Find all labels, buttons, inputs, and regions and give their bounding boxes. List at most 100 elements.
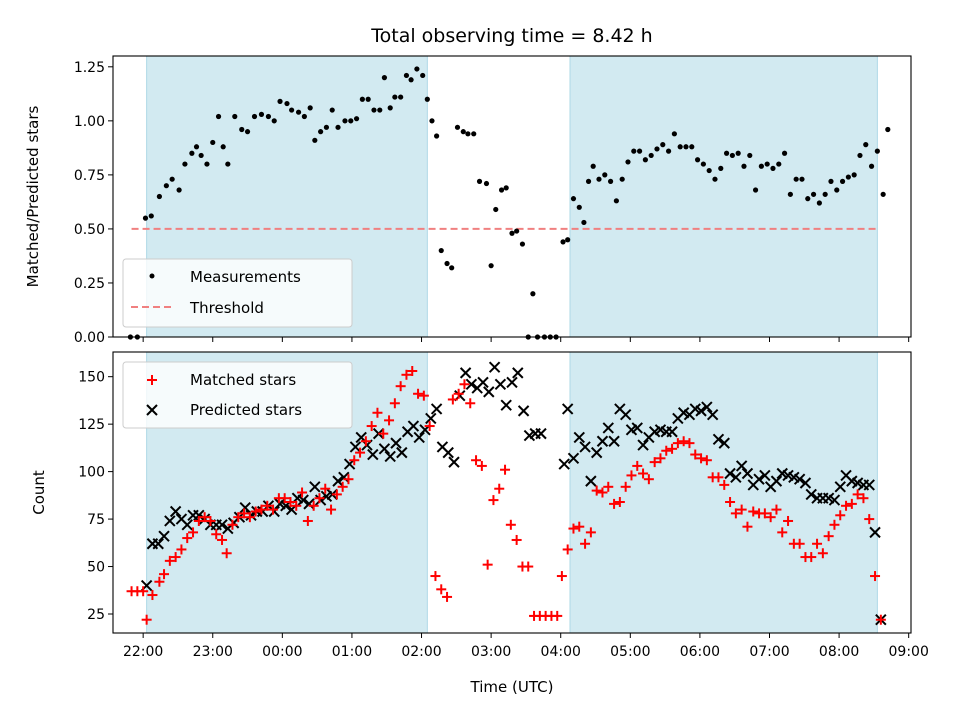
predicted-star-point <box>430 403 443 415</box>
measurement-point <box>712 176 718 182</box>
predicted-star-point <box>193 509 205 521</box>
measurement-point <box>503 185 509 191</box>
x-tick-label: 22:00 <box>123 644 163 660</box>
matched-star-point <box>580 538 591 549</box>
matched-star-point <box>488 495 499 506</box>
legend-marker-predicted <box>146 404 158 416</box>
measurement-point <box>764 161 770 167</box>
matched-star-point <box>193 515 204 526</box>
predicted-star-point <box>735 460 748 472</box>
measurement-point <box>665 148 672 154</box>
matched-star-point <box>465 398 476 409</box>
matched-star-point <box>643 474 654 485</box>
matched-star-point <box>742 521 753 532</box>
matched-star-point <box>667 443 678 454</box>
predicted-star-point <box>637 439 649 451</box>
matched-star-point <box>817 548 828 559</box>
measurement-point <box>403 72 410 79</box>
matched-star-point <box>244 512 255 523</box>
predicted-star-point <box>701 401 713 413</box>
x-tick-label: 00:00 <box>262 644 302 660</box>
measurement-point <box>799 176 805 182</box>
matched-star-point <box>748 506 759 517</box>
measurement-point <box>700 161 706 167</box>
measurement-point <box>483 180 490 187</box>
predicted-star-point <box>631 422 643 434</box>
measurement-point <box>619 176 625 182</box>
predicted-star-point <box>158 530 170 542</box>
measurement-point <box>176 187 182 193</box>
matched-star-point <box>320 483 331 494</box>
matched-star-point <box>188 527 199 538</box>
y-tick-label: 0.75 <box>74 168 105 184</box>
matched-star-point <box>632 460 643 471</box>
matched-star-point <box>205 515 216 526</box>
predicted-star-point <box>349 441 362 453</box>
matched-star-point <box>783 515 794 526</box>
predicted-star-point <box>590 446 603 459</box>
matched-star-point <box>672 438 683 449</box>
predicted-star-point <box>579 441 591 453</box>
measurement-point <box>493 206 499 213</box>
matched-star-point <box>875 614 886 625</box>
predicted-star-point <box>500 399 512 411</box>
matched-star-point <box>268 504 279 515</box>
x-tick-label: 23:00 <box>193 644 233 660</box>
predicted-star-point <box>558 458 570 470</box>
matched-star-point <box>626 470 637 481</box>
matched-star-point <box>812 538 823 549</box>
measurement-point <box>863 142 869 148</box>
predicted-star-point <box>442 446 454 459</box>
measurement-point <box>449 265 455 271</box>
measurement-point <box>498 187 505 193</box>
predicted-star-point <box>396 446 408 459</box>
predicted-star-point <box>506 376 518 389</box>
matched-star-point <box>603 481 614 492</box>
count-x-ticks: 22:00 23:00 00:00 01:00 02:00 03:00 04:00 05:00… <box>123 633 929 660</box>
matched-star-point <box>552 610 563 621</box>
measurement-point <box>329 107 335 113</box>
predicted-star-point <box>239 501 251 514</box>
y-tick-label: 1.25 <box>74 60 105 76</box>
measurement-point <box>868 163 875 169</box>
matched-star-point <box>765 512 776 523</box>
matched-star-point <box>378 428 389 439</box>
measurement-point <box>565 237 571 243</box>
matched-star-point <box>154 576 165 587</box>
predicted-star-point <box>770 475 783 487</box>
measurement-point <box>654 146 660 152</box>
predicted-star-point <box>407 420 420 432</box>
predicted-star-point <box>724 467 736 480</box>
matched-star-point <box>308 500 319 511</box>
matched-star-point <box>366 421 377 432</box>
measurement-point <box>625 159 631 165</box>
matched-star-point <box>285 496 296 507</box>
predicted-star-point <box>834 481 846 493</box>
measurement-point <box>365 96 371 102</box>
measurement-point <box>530 291 536 297</box>
measurement-point <box>677 144 683 150</box>
measurement-point <box>258 111 265 117</box>
measurement-point <box>348 118 354 124</box>
measurement-point <box>570 196 577 202</box>
matched-star-point <box>176 544 187 555</box>
measurement-point <box>660 142 666 148</box>
measurement-point <box>787 191 793 197</box>
predicted-star-point <box>718 437 730 449</box>
predicted-star-point <box>561 403 574 415</box>
matched-star-point <box>138 586 149 597</box>
y-tick-label: 0.00 <box>74 330 105 346</box>
measurement-point <box>805 196 811 202</box>
measurement-point <box>323 124 330 130</box>
predicted-star-point <box>602 422 614 434</box>
matched-star-point <box>690 449 701 460</box>
matched-star-point <box>684 438 695 449</box>
matched-star-point <box>227 519 238 530</box>
predicted-star-point <box>869 526 881 539</box>
matched-star-point <box>291 500 302 511</box>
predicted-star-point <box>332 475 344 487</box>
measurement-point <box>560 239 566 245</box>
measurement-point <box>683 144 689 150</box>
matched-star-point <box>343 474 354 485</box>
count-y-axis-label: Count <box>30 470 48 515</box>
